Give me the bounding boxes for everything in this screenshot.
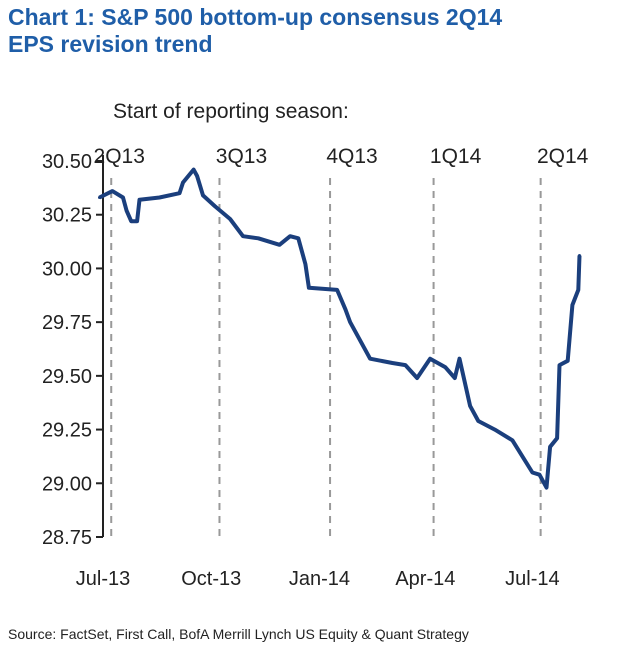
eps-data-point	[228, 217, 232, 221]
x-tick-label: Jul-13	[76, 568, 130, 590]
eps-data-point	[457, 357, 461, 361]
eps-data-point	[348, 320, 352, 324]
eps-data-point	[288, 234, 292, 238]
eps-data-point	[256, 236, 260, 240]
eps-data-point	[129, 219, 133, 223]
eps-data-point	[157, 196, 161, 200]
reporting-season-label: 3Q13	[216, 145, 267, 168]
eps-data-point	[121, 196, 125, 200]
y-tick-label: 29.50	[42, 366, 92, 388]
chart-title-line1: Chart 1: S&P 500 bottom-up consensus 2Q1…	[8, 4, 503, 30]
eps-data-point	[548, 445, 552, 449]
eps-data-point	[576, 288, 580, 292]
eps-data-point	[555, 436, 559, 440]
reporting-season-label: 4Q13	[326, 145, 377, 168]
eps-data-point	[335, 288, 339, 292]
eps-series-line	[98, 167, 582, 490]
eps-data-point	[307, 286, 311, 290]
eps-data-point	[368, 357, 372, 361]
eps-data-point	[493, 428, 497, 432]
eps-data-point	[303, 262, 307, 266]
eps-data-point	[443, 365, 447, 369]
x-tick-label: Jul-14	[505, 568, 559, 590]
eps-data-point	[125, 208, 129, 212]
y-tick-label: 29.25	[42, 420, 92, 442]
eps-data-point	[195, 174, 199, 178]
eps-data-point	[537, 473, 541, 477]
y-tick-label: 30.50	[42, 151, 92, 173]
eps-data-point	[453, 376, 457, 380]
eps-data-point	[343, 307, 347, 311]
chart-title: Chart 1: S&P 500 bottom-up consensus 2Q1…	[8, 4, 628, 58]
eps-data-point	[570, 303, 574, 307]
y-tick-label: 30.25	[42, 205, 92, 227]
x-tick-label: Jan-14	[289, 568, 350, 590]
reporting-season-label: 2Q13	[94, 145, 145, 168]
eps-data-point	[97, 196, 101, 200]
reporting-season-label: 1Q14	[430, 145, 482, 168]
eps-data-point	[545, 486, 549, 490]
y-tick-label: 30.00	[42, 258, 92, 280]
reporting-season-label: 2Q14	[537, 145, 589, 168]
eps-data-point	[557, 363, 561, 367]
eps-data-point	[566, 359, 570, 363]
eps-data-point	[110, 189, 114, 193]
eps-data-point	[403, 363, 407, 367]
eps-data-point	[428, 357, 432, 361]
eps-data-point	[476, 419, 480, 423]
eps-data-point	[415, 376, 419, 380]
eps-data-point	[241, 234, 245, 238]
eps-data-point	[277, 243, 281, 247]
y-tick-label: 28.75	[42, 527, 92, 549]
eps-data-point	[296, 236, 300, 240]
x-tick-label: Oct-13	[181, 568, 241, 590]
eps-data-point	[137, 198, 141, 202]
eps-data-point	[530, 471, 534, 475]
source-note: Source: FactSet, First Call, BofA Merril…	[8, 626, 469, 642]
chart-title-line2: EPS revision trend	[8, 31, 213, 57]
eps-data-point	[177, 191, 181, 195]
x-tick-label: Apr-14	[395, 568, 455, 590]
reporting-season-annotation: Start of reporting season:	[113, 100, 349, 123]
y-tick-label: 29.75	[42, 312, 92, 334]
eps-data-point	[468, 404, 472, 408]
eps-data-point	[213, 204, 217, 208]
eps-data-point	[181, 180, 185, 184]
eps-data-point	[510, 438, 514, 442]
eps-data-point	[577, 254, 581, 258]
y-tick-label: 29.00	[42, 473, 92, 495]
eps-data-point	[390, 361, 394, 365]
eps-data-point	[192, 168, 196, 172]
eps-data-point	[201, 193, 205, 197]
eps-data-point	[135, 219, 139, 223]
